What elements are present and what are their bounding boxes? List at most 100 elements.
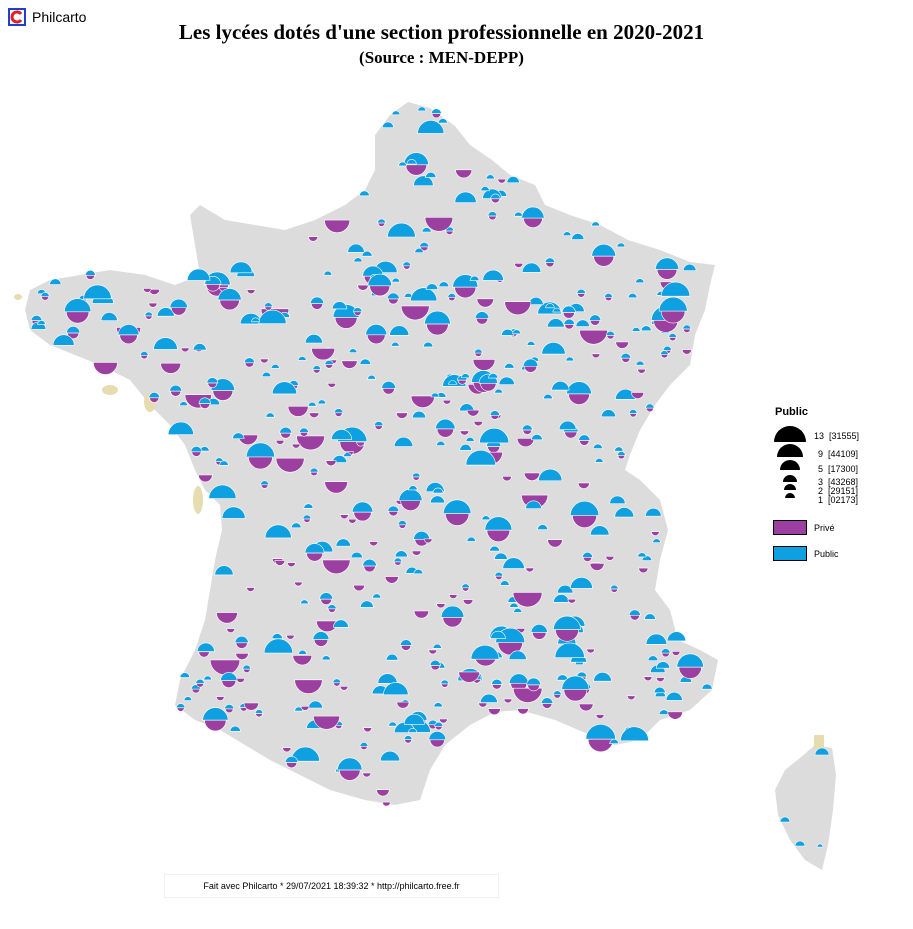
school-symbol [400,645,412,651]
school-symbol [347,243,365,253]
school-symbol [653,687,666,694]
school-symbol [615,341,629,349]
school-symbol [660,350,669,355]
school-symbol [479,428,510,444]
school-symbol [441,683,449,688]
school-symbol [655,661,670,669]
school-symbol [671,651,681,656]
school-symbol [341,360,358,369]
school-symbol [431,113,441,119]
school-symbol [149,397,160,403]
school-symbol [83,284,112,300]
school-symbol [263,302,273,308]
school-symbol [350,551,363,559]
school-symbol [359,190,370,197]
school-symbol [434,726,443,731]
school-symbol [576,671,588,678]
school-symbol [424,310,451,325]
school-symbol [617,455,626,460]
school-symbol [100,312,118,321]
school-symbol [386,292,400,300]
school-symbol [458,671,480,683]
school-symbol [447,293,457,298]
school-symbol [594,458,604,463]
school-symbol [604,293,613,298]
school-symbol [662,345,672,351]
school-symbol [430,495,445,504]
school-symbol [645,407,654,413]
school-symbol [651,531,660,536]
school-symbol [779,816,791,823]
school-symbol [226,628,236,633]
school-symbol [271,633,283,640]
school-symbol [553,694,562,699]
school-symbol [562,231,572,236]
school-symbol [585,724,616,740]
school-symbol [205,284,221,292]
school-symbol [578,434,591,441]
legend-size-3: 3 [43268] [818,477,859,487]
school-symbol [448,594,458,599]
school-symbol [545,262,555,268]
school-symbol [333,682,341,687]
school-symbol [333,619,349,628]
school-symbol [319,592,334,600]
school-symbol [582,552,593,558]
school-symbol [606,335,615,340]
school-symbol [167,421,194,436]
school-symbol [321,655,331,661]
school-symbol [631,327,641,332]
island-cap-corse [814,735,824,749]
school-symbol [117,324,140,336]
school-symbol [609,495,626,504]
school-symbol [49,278,62,285]
school-symbol [410,395,435,408]
school-symbol [569,501,600,516]
school-symbol [348,518,357,524]
school-symbol [466,409,480,417]
school-symbol [260,480,270,486]
school-symbol [411,550,422,556]
school-symbol [564,324,575,330]
school-symbol [40,292,50,297]
school-symbol [410,287,438,302]
school-symbol [279,426,293,434]
school-symbol [498,376,515,386]
school-symbol [251,317,260,323]
school-symbol [490,415,500,420]
school-symbol [586,648,595,654]
app-brand: Philcarto [8,8,86,26]
school-symbol [212,390,234,401]
school-symbol [37,320,46,325]
school-symbol [246,289,256,295]
school-symbol [296,435,325,451]
school-symbol [331,301,348,310]
school-symbol [217,288,242,301]
island-oleron [193,486,203,514]
school-symbol [567,598,577,604]
school-symbol [235,652,249,660]
school-symbol [376,789,390,797]
school-symbol [564,431,578,439]
school-symbol [538,468,563,482]
school-symbol [491,198,500,204]
school-symbol [504,301,532,316]
school-symbol [541,703,553,709]
school-symbol [445,230,454,235]
school-symbol [605,330,615,336]
school-symbol [489,410,500,416]
school-symbol [661,652,670,658]
school-symbol [552,307,562,313]
school-symbol [353,257,363,263]
school-symbol [331,429,352,440]
school-symbol [275,457,305,473]
school-symbol [243,357,255,364]
school-symbol [502,476,512,482]
school-symbol [304,543,325,554]
school-symbol [202,707,229,721]
corsica [775,745,836,870]
school-symbol [474,352,483,357]
school-symbol [413,175,434,186]
school-symbol [308,700,323,709]
school-symbol [387,505,400,512]
